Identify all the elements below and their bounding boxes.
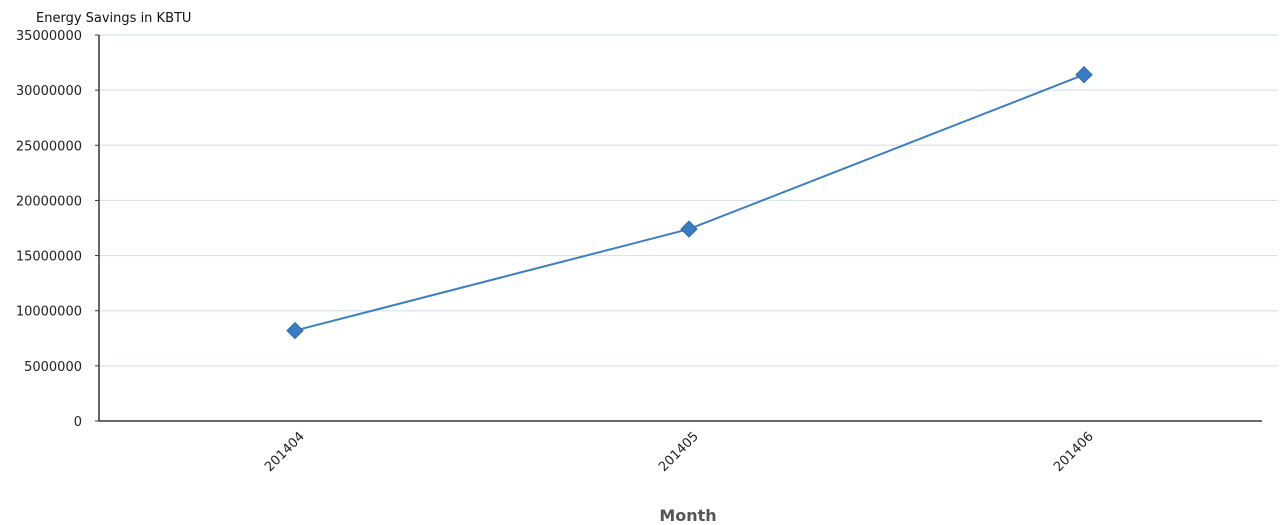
y-tick-labels: 0 5000000 10000000 15000000 20000000 25000000…	[16, 29, 99, 430]
y-tick-label: 5000000	[24, 360, 82, 375]
x-tick-label: 201405	[656, 429, 702, 475]
y-tick-label: 35000000	[16, 29, 82, 44]
grid-lines	[99, 34, 1278, 367]
y-tick-label: 25000000	[16, 139, 82, 154]
y-tick-label: 15000000	[16, 250, 82, 265]
data-point-marker	[286, 321, 304, 340]
data-point-marker	[680, 220, 698, 238]
y-tick-label: 30000000	[16, 84, 82, 99]
series-line	[294, 73, 1085, 332]
y-tick-label: 10000000	[16, 305, 82, 320]
y-tick-label: 0	[74, 415, 82, 430]
x-axis-title: Month	[659, 506, 716, 525]
x-tick-label: 201406	[1051, 429, 1097, 475]
y-axis-title: Energy Savings in KBTU	[36, 11, 191, 26]
x-tick-label: 201404	[262, 429, 308, 475]
y-tick-label: 20000000	[16, 194, 82, 209]
data-point-marker	[1075, 65, 1093, 84]
x-tick-labels: 201404 201405 201406	[262, 429, 1097, 475]
series	[286, 65, 1093, 340]
